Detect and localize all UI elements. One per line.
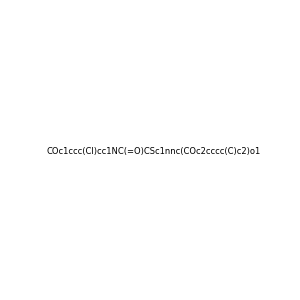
Text: COc1ccc(Cl)cc1NC(=O)CSc1nnc(COc2cccc(C)c2)o1: COc1ccc(Cl)cc1NC(=O)CSc1nnc(COc2cccc(C)c… bbox=[46, 147, 261, 156]
